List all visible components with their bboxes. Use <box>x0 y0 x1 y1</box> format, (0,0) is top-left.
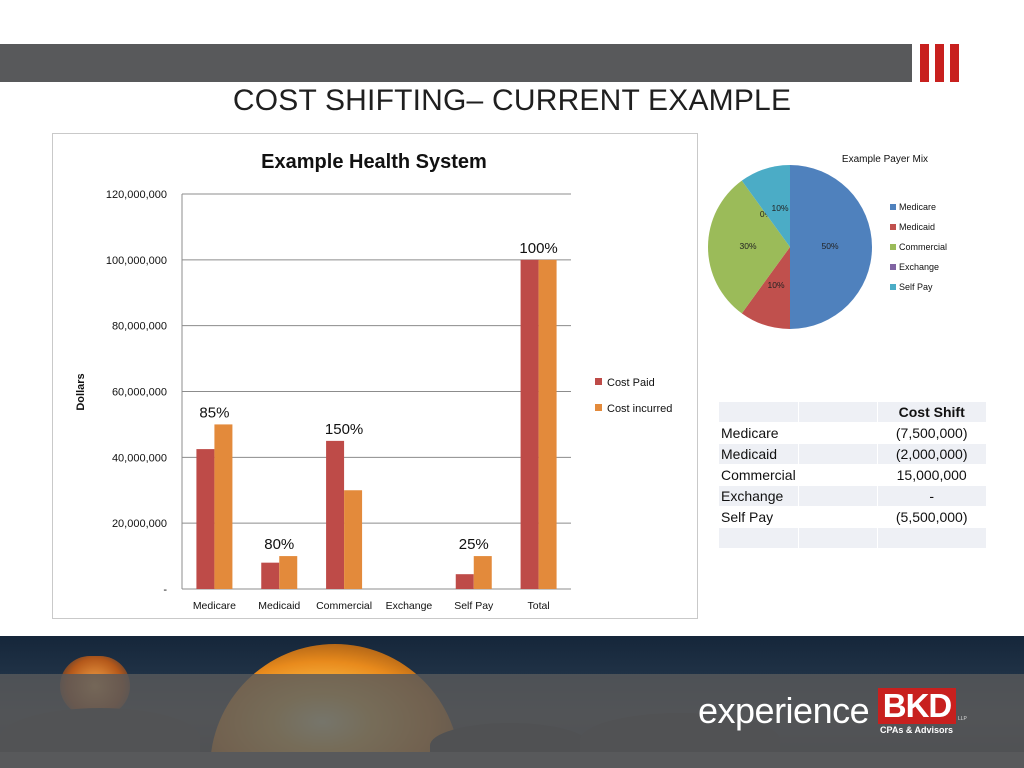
bar-cost-paid <box>326 440 345 589</box>
legend-label: Cost incurred <box>607 403 672 415</box>
bar-cost-paid <box>455 574 474 589</box>
data-annotation: 80% <box>264 536 294 553</box>
pie-legend-label: Self Pay <box>899 282 933 292</box>
x-tick-label: Commercial <box>316 600 372 612</box>
x-tick-label: Self Pay <box>454 600 494 612</box>
pie-legend-swatch <box>890 244 896 250</box>
table-cell <box>797 422 878 444</box>
table-row <box>718 527 987 549</box>
y-tick-label: 120,000,000 <box>106 189 167 201</box>
pie-legend-label: Medicaid <box>899 222 935 232</box>
logo-suffix: LLP <box>958 716 967 722</box>
table-cell <box>797 443 878 465</box>
payer-cell <box>718 527 799 549</box>
table-row: Medicare (7,500,000) <box>718 422 987 444</box>
bar-cost-incurred <box>538 259 557 589</box>
pie-slice-commercial <box>708 180 790 314</box>
data-annotation: 85% <box>199 404 229 421</box>
bar-cost-incurred <box>214 424 233 589</box>
table-row: Self Pay (5,500,000) <box>718 506 987 528</box>
logo-tagline: CPAs & Advisors <box>880 725 954 735</box>
table-header-row: Cost Shift <box>718 401 987 423</box>
payer-cell: Medicare <box>718 422 799 444</box>
footer-banner <box>0 636 1024 768</box>
data-annotation: 100% <box>519 240 557 257</box>
pie-slice-self-pay <box>741 165 790 247</box>
bar-cost-incurred <box>473 556 492 589</box>
pie-slice-medicare <box>790 165 872 329</box>
header-bar <box>0 44 912 82</box>
legend-swatch <box>595 378 602 385</box>
table-cell <box>797 401 878 423</box>
table-row: Medicaid (2,000,000) <box>718 443 987 465</box>
bar-cost-paid <box>520 259 539 589</box>
cost-shift-cell: - <box>876 485 987 507</box>
y-tick-label: 20,000,000 <box>112 518 167 530</box>
pie-slice-medicaid <box>741 247 790 329</box>
y-tick-label: - <box>163 584 167 596</box>
data-annotation: 150% <box>325 421 363 438</box>
pie-legend-label: Exchange <box>899 262 939 272</box>
footer-band <box>0 674 1024 752</box>
logo-wordmark: experience <box>698 690 870 731</box>
payer-cell: Self Pay <box>718 506 799 528</box>
pie-legend-label: Medicare <box>899 202 936 212</box>
pie-legend-swatch <box>890 224 896 230</box>
y-tick-label: 40,000,000 <box>112 452 167 464</box>
cost-shift-cell: (2,000,000) <box>876 443 987 465</box>
payer-cell: Exchange <box>718 485 799 507</box>
payer-cell <box>718 401 799 423</box>
bar-chart: Example Health System - 20,000,000 40,000,0… <box>75 151 672 612</box>
bar-cost-paid <box>261 562 280 589</box>
x-tick-label: Medicare <box>193 600 236 612</box>
pie-title: Example Payer Mix <box>842 154 928 165</box>
bar-cost-incurred <box>344 490 363 589</box>
bar-cost-incurred <box>279 556 298 589</box>
pie-data-label: 30% <box>739 241 756 251</box>
cost-shift-cell: 15,000,000 <box>876 464 987 486</box>
y-tick-label: 60,000,000 <box>112 387 167 399</box>
payer-cell: Medicaid <box>718 443 799 465</box>
cost-shift-cell: (7,500,000) <box>876 422 987 444</box>
bar-cost-paid <box>196 449 215 589</box>
slide-title: COST SHIFTING– CURRENT EXAMPLE <box>232 84 792 117</box>
data-annotation: 25% <box>459 536 489 553</box>
table-cell <box>797 527 878 549</box>
bar-chart-frame: Example Health System - 20,000,000 40,000,0… <box>52 133 698 619</box>
y-tick-label: 80,000,000 <box>112 321 167 333</box>
pie-data-label: 50% <box>821 241 838 251</box>
table-row: Commercial 15,000,000 <box>718 464 987 486</box>
x-tick-label: Exchange <box>386 600 433 612</box>
chart-title: Example Health System <box>261 151 487 173</box>
y-tick-label: 100,000,000 <box>106 255 167 267</box>
pie-legend-swatch <box>890 264 896 270</box>
accent-mark-2 <box>935 44 944 82</box>
cost-shift-table: Cost Shift Medicare (7,500,000) Medicaid (2,… <box>718 401 987 549</box>
cost-shift-cell: (5,500,000) <box>876 506 987 528</box>
pie-data-label: 10% <box>767 280 784 290</box>
table-cell <box>797 464 878 486</box>
table-row: Exchange - <box>718 485 987 507</box>
pie-legend-swatch <box>890 204 896 210</box>
accent-mark-1 <box>920 44 929 82</box>
cost-shift-cell: Cost Shift <box>876 401 987 423</box>
x-tick-label: Total <box>527 600 549 612</box>
pie-legend-swatch <box>890 284 896 290</box>
cost-shift-cell <box>876 527 987 549</box>
table-cell <box>797 506 878 528</box>
logo-mark: BKD <box>878 688 956 724</box>
legend-swatch <box>595 404 602 411</box>
pie-legend-label: Commercial <box>899 242 947 252</box>
y-axis-label: Dollars <box>75 373 87 410</box>
payer-cell: Commercial <box>718 464 799 486</box>
accent-mark-3 <box>950 44 959 82</box>
legend-label: Cost Paid <box>607 377 655 389</box>
table-cell <box>797 485 878 507</box>
pie-data-label: 10% <box>771 203 788 213</box>
x-tick-label: Medicaid <box>258 600 300 612</box>
